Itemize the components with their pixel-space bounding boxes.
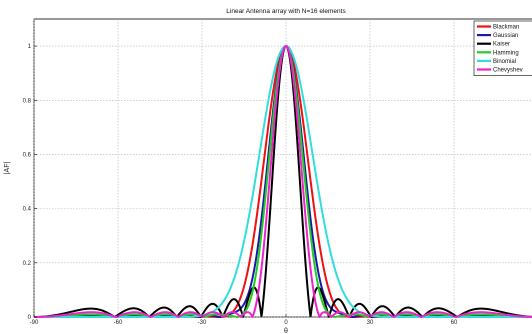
legend-label: Hamming <box>493 50 519 56</box>
chart-title: Linear Antenna array with N=16 elements <box>226 8 346 15</box>
legend-label: Kaiser <box>493 42 510 48</box>
y-tick-label: 0.6 <box>23 152 32 158</box>
axis-ticks: -90 -60 -30 0 30 60 0 0.2 0.4 0.6 0.8 1 <box>23 44 458 326</box>
legend: Blackman Gaussian Kaiser Hamming Binomial Che… <box>473 20 532 76</box>
legend-label: Chevyshev <box>493 68 523 74</box>
y-tick-label: 0.8 <box>23 98 32 104</box>
x-tick-label: 60 <box>451 320 458 326</box>
y-tick-label: 0 <box>28 315 32 321</box>
legend-box <box>473 20 532 76</box>
x-tick-label: 0 <box>284 320 288 326</box>
x-tick-label: -90 <box>30 320 39 326</box>
legend-label: Blackman <box>493 25 519 31</box>
legend-label: Gaussian <box>493 33 518 39</box>
y-axis-label: |AF| <box>4 162 11 175</box>
x-tick-label: -60 <box>114 320 123 326</box>
plot-area <box>33 18 532 318</box>
y-tick-label: 1 <box>28 44 32 50</box>
y-tick-label: 0.2 <box>23 261 32 267</box>
legend-label: Binomial <box>493 59 516 65</box>
x-tick-label: 30 <box>367 320 374 326</box>
x-axis-label: θ <box>284 328 288 334</box>
x-tick-label: -30 <box>198 320 207 326</box>
y-tick-label: 0.4 <box>23 207 32 213</box>
